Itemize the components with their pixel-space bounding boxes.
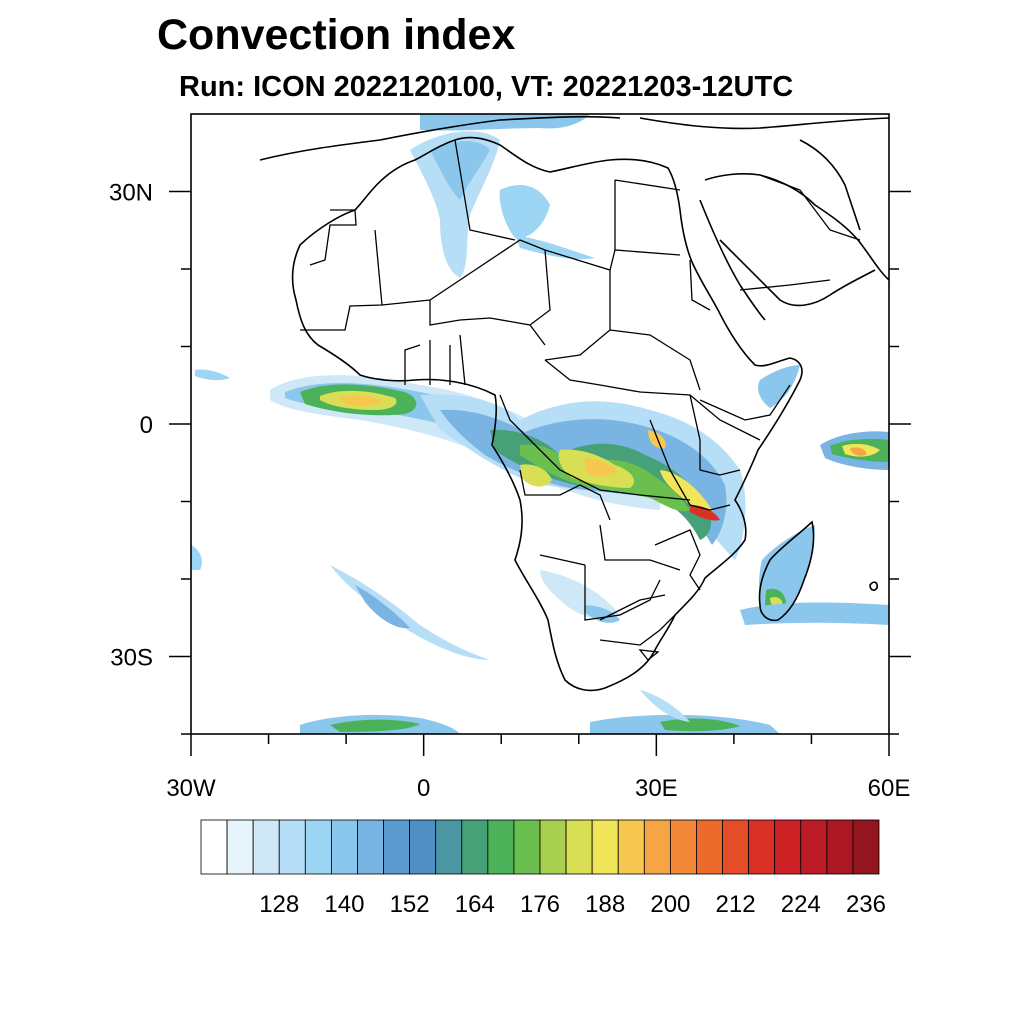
colorbar-swatch (748, 819, 776, 875)
y-tick-label: 30N (109, 180, 153, 207)
colorbar-labels: 128 140 152 164 176 188 200 212 224 236 (259, 891, 886, 918)
colorbar-label: 188 (585, 891, 625, 918)
colorbar-label: 128 (259, 891, 299, 918)
convection-field (191, 114, 889, 734)
colorbar-swatch (278, 819, 306, 875)
colorbar-swatch (383, 819, 411, 875)
colorbar-swatch (774, 819, 802, 875)
colorbar-label: 140 (324, 891, 364, 918)
axis-tick-labels: 30W 0 30E 60E 30N 0 30S (109, 180, 910, 803)
colorbar-swatch (487, 819, 515, 875)
x-tick-label: 30E (635, 775, 678, 802)
x-tick-label: 30W (166, 775, 216, 802)
colorbar-label: 224 (781, 891, 821, 918)
chart-title: Convection index (157, 11, 516, 59)
y-tick-label: 30S (110, 645, 153, 672)
colorbar-label: 164 (455, 891, 495, 918)
colorbar-swatch (565, 819, 593, 875)
colorbar-swatch (539, 819, 567, 875)
x-tick-label: 0 (417, 775, 430, 802)
colorbar-swatch (669, 819, 697, 875)
colorbar-swatch (800, 819, 828, 875)
colorbar-swatch (461, 819, 489, 875)
colorbar-swatch (826, 819, 854, 875)
colorbar-swatch (643, 819, 671, 875)
colorbar-label: 176 (520, 891, 560, 918)
colorbar-swatch (357, 819, 384, 875)
colorbar-swatch (252, 819, 280, 875)
colorbar-swatch (200, 819, 228, 875)
axis-ticks (169, 190, 911, 756)
colorbar-label: 152 (390, 891, 430, 918)
colorbar-swatch (513, 819, 541, 875)
chart-subtitle: Run: ICON 2022120100, VT: 20221203-12UTC (179, 71, 794, 103)
colorbar-swatch (435, 819, 463, 875)
colorbar-swatch (722, 819, 750, 875)
y-tick-label: 0 (140, 412, 153, 439)
colorbar-swatch (617, 819, 645, 875)
x-tick-label: 60E (868, 775, 911, 802)
colorbar-label: 200 (650, 891, 690, 918)
colorbar-swatch (696, 819, 723, 875)
colorbar-swatch (409, 819, 437, 875)
country-borders (300, 139, 861, 661)
colorbar-swatch (330, 819, 358, 875)
colorbar-label: 212 (716, 891, 756, 918)
colorbar-swatch (304, 819, 332, 875)
colorbar (200, 819, 880, 875)
colorbar-swatch (591, 819, 619, 875)
colorbar-label: 236 (846, 891, 886, 918)
coastlines (259, 115, 889, 692)
colorbar-swatch (852, 819, 880, 875)
colorbar-swatch (226, 819, 254, 875)
